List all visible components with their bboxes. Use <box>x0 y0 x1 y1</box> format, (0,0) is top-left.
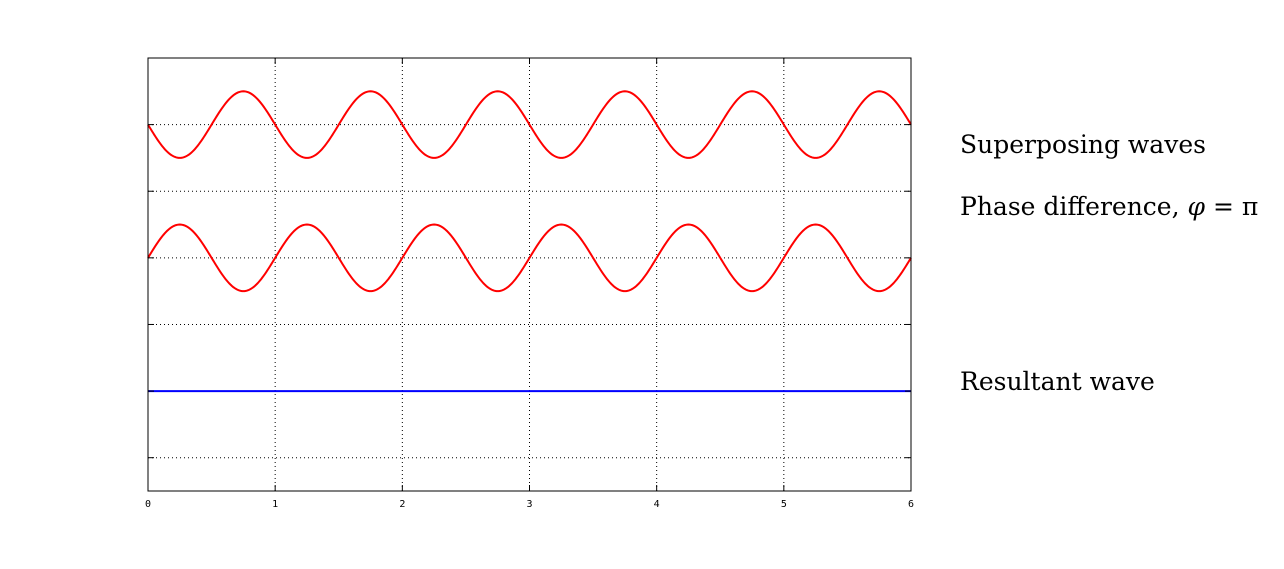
x-tick-label: 4 <box>654 499 660 510</box>
phase-difference-value: = π <box>1205 192 1259 221</box>
resultant-wave-label: Resultant wave <box>960 367 1155 396</box>
x-axis-ticks: 0 1 2 3 4 5 6 <box>145 58 914 510</box>
x-tick-label: 2 <box>399 499 405 510</box>
grid <box>148 58 911 491</box>
superposing-waves-label: Superposing waves <box>960 130 1206 159</box>
phase-difference-label: Phase difference, φ = π <box>960 192 1258 221</box>
x-tick-label: 6 <box>908 499 914 510</box>
phase-difference-prefix: Phase difference, <box>960 192 1188 221</box>
superposing-wave-2 <box>147 223 912 293</box>
phase-symbol: φ <box>1187 192 1206 221</box>
x-tick-label: 0 <box>145 499 151 510</box>
x-tick-label: 1 <box>272 499 278 510</box>
superposing-wave-1 <box>147 90 912 159</box>
series-layer <box>147 90 912 393</box>
x-tick-label: 5 <box>781 499 787 510</box>
x-tick-label: 3 <box>526 499 532 510</box>
